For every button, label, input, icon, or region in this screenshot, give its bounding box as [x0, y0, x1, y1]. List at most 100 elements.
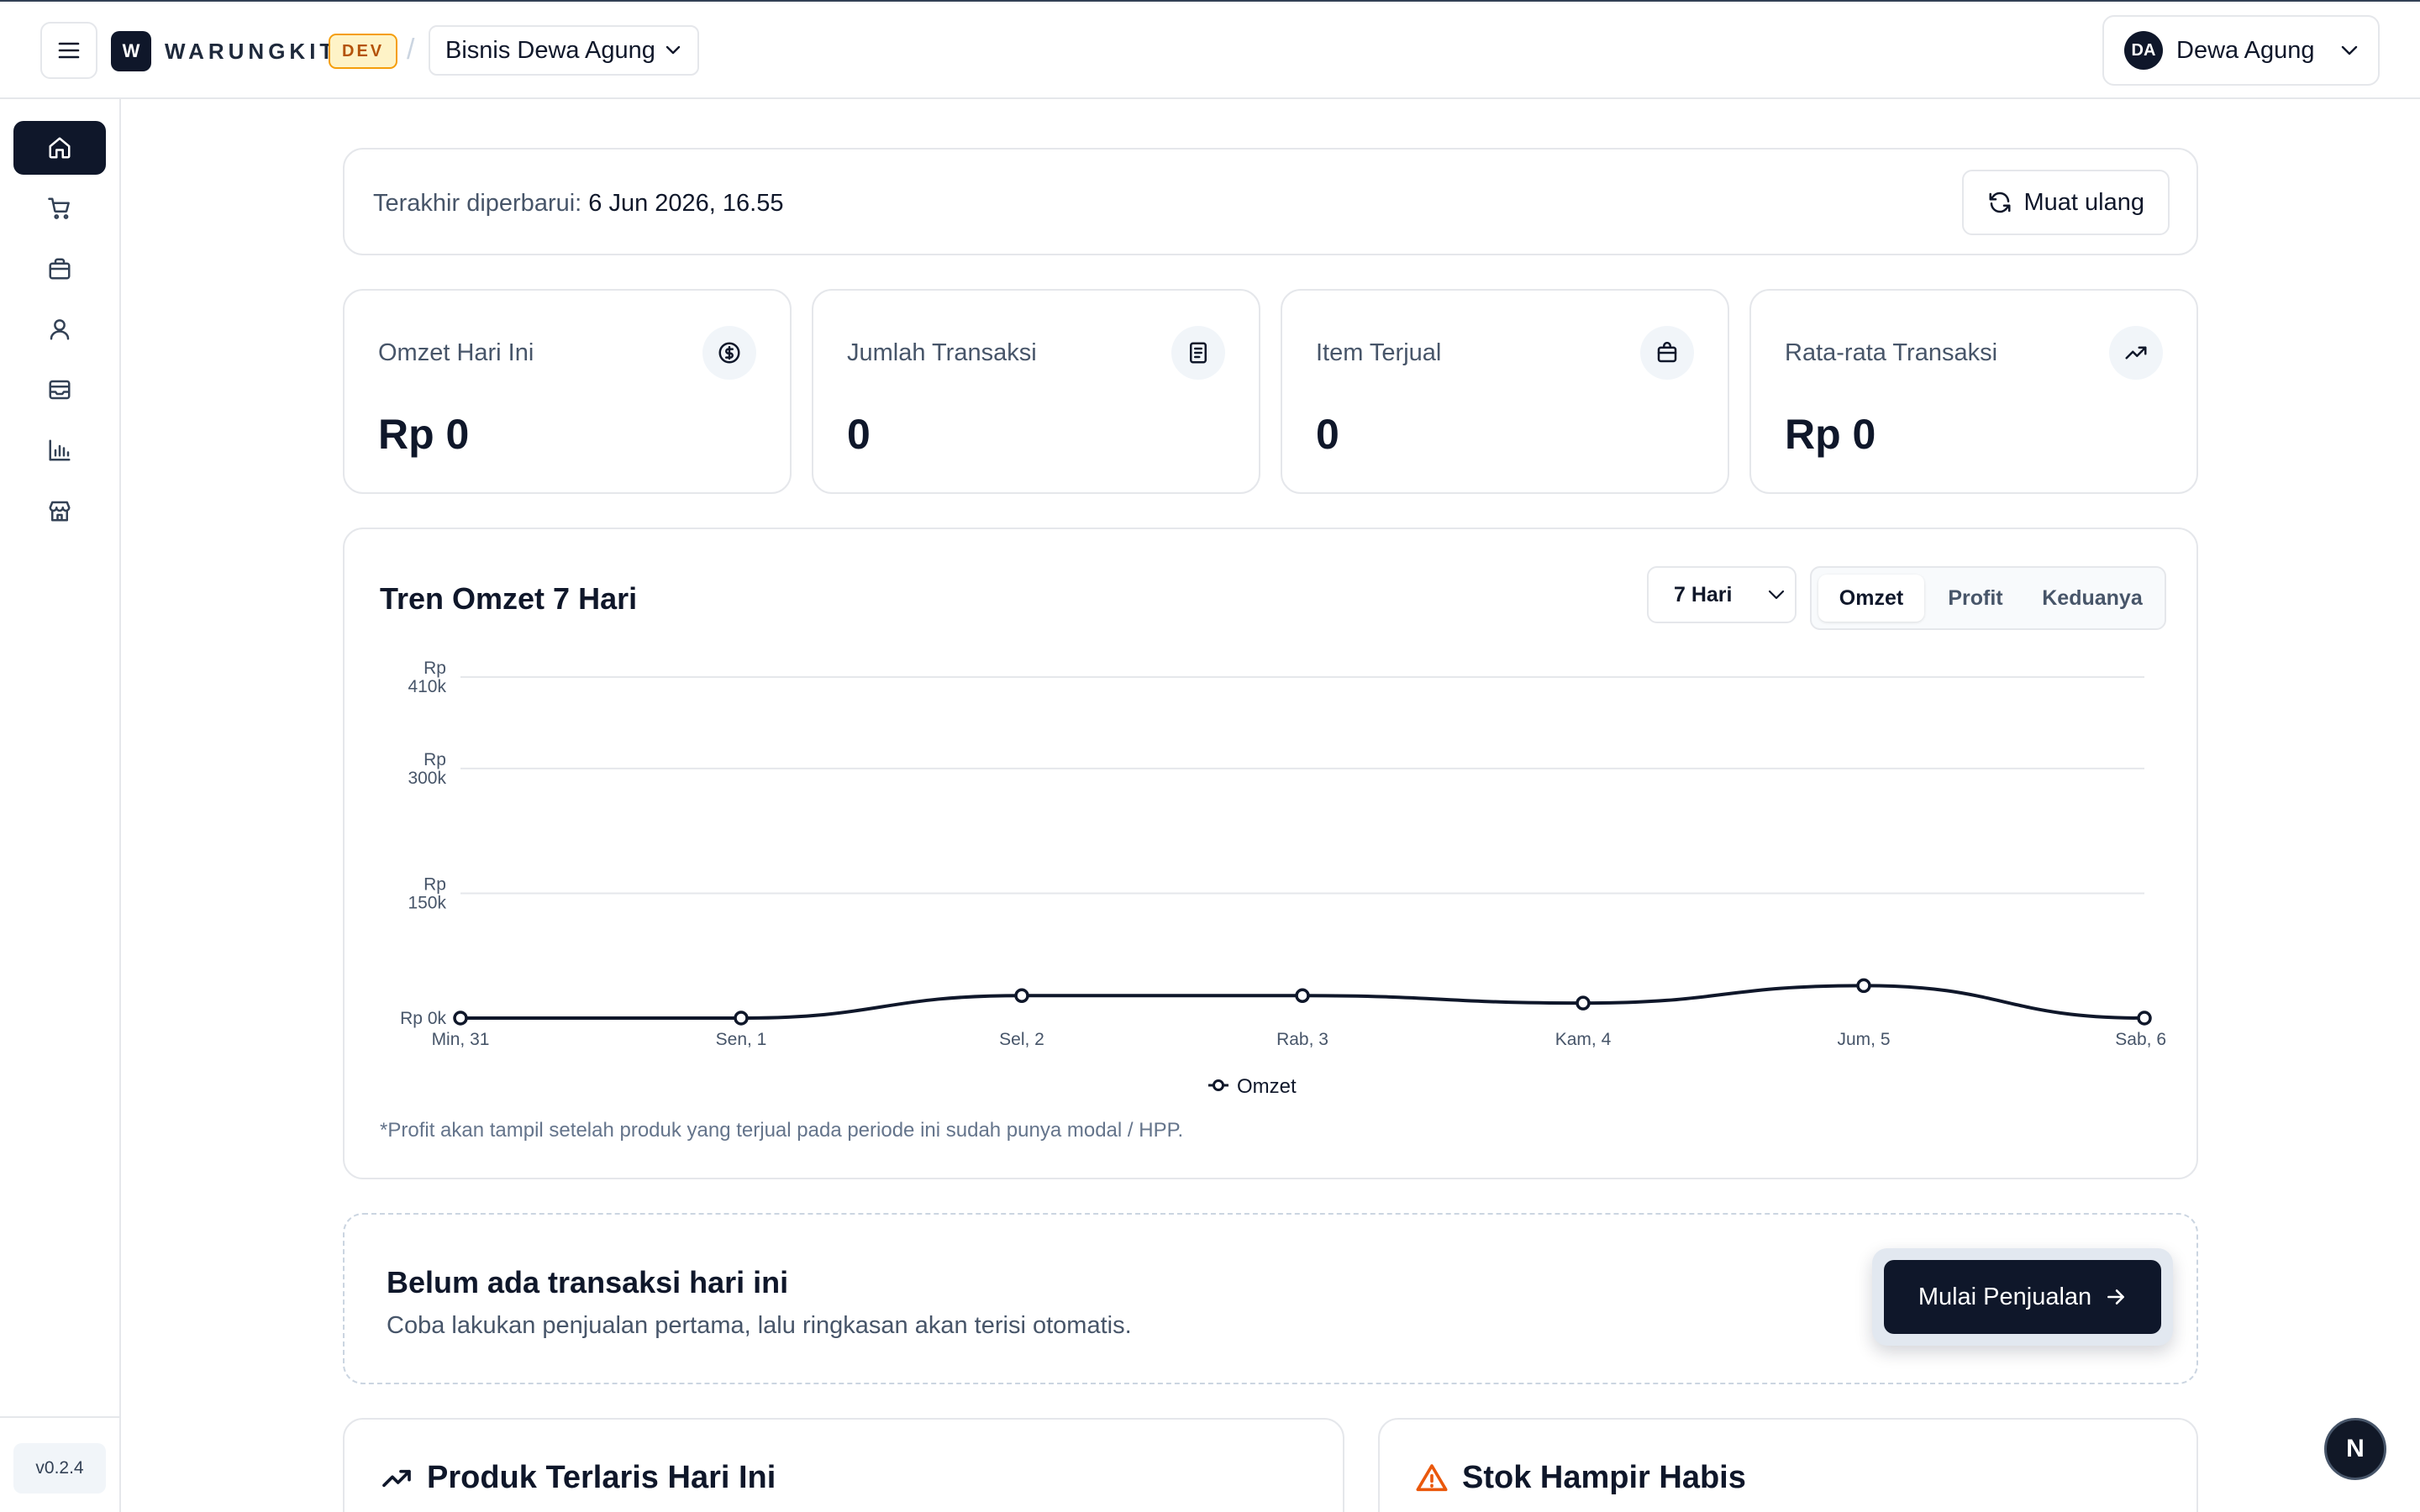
bag-icon — [1640, 326, 1694, 380]
x-tick-label: Sel, 2 — [999, 1030, 1044, 1049]
x-tick-label: Jum, 5 — [1837, 1030, 1890, 1049]
breadcrumb-separator: / — [407, 34, 415, 66]
stat-value: 0 — [847, 411, 871, 458]
metric-toggle: Omzet Profit Keduanya — [1810, 566, 2166, 630]
brand-logo[interactable]: W — [111, 31, 151, 71]
toggle-profit[interactable]: Profit — [1948, 585, 2003, 610]
top-bar: W WARUNGKIT DEV / Bisnis Dewa Agung DA D… — [0, 0, 2420, 99]
sidebar-item-inventory[interactable] — [13, 363, 106, 417]
y-tick-label: Rp 410k — [408, 659, 446, 696]
profit-note: *Profit akan tampil setelah produk yang … — [380, 1119, 1184, 1142]
legend-marker — [1213, 1079, 1224, 1091]
y-axis-ticks: Rp 0k Rp 150k Rp 300k Rp 410k — [400, 659, 446, 1028]
data-point[interactable] — [734, 1011, 749, 1026]
sidebar: v0.2.4 — [0, 99, 121, 1512]
store-icon — [49, 501, 71, 522]
chart-grid — [460, 676, 2144, 895]
stat-card-revenue: Omzet Hari Ini Rp 0 — [343, 289, 792, 494]
empty-subtitle: Coba lakukan penjualan pertama, lalu rin… — [387, 1312, 1132, 1339]
chart-legend: Omzet — [1208, 1075, 1297, 1098]
version-badge: v0.2.4 — [13, 1443, 106, 1494]
empty-title: Belum ada transaksi hari ini — [387, 1265, 789, 1299]
sidebar-item-reports[interactable] — [13, 423, 106, 477]
data-point[interactable] — [1014, 988, 1029, 1004]
low-stock-heading: Stok Hampir Habis — [1415, 1460, 1746, 1496]
start-sale-button[interactable]: Mulai Penjualan — [1884, 1260, 2161, 1334]
sidebar-item-products[interactable] — [13, 242, 106, 296]
low-stock-title: Stok Hampir Habis — [1462, 1460, 1746, 1495]
start-sale-label: Mulai Penjualan — [1918, 1283, 2092, 1310]
hamburger-icon — [58, 42, 80, 59]
low-stock-card: Stok Hampir Habis — [1378, 1418, 2198, 1512]
y-tick-label: Rp 0k — [400, 1009, 446, 1028]
box-icon — [49, 258, 71, 280]
x-tick-label: Sen, 1 — [716, 1030, 767, 1049]
stat-label: Jumlah Transaksi — [847, 339, 1037, 366]
business-selector[interactable]: Bisnis Dewa Agung — [429, 25, 699, 76]
period-select[interactable]: 7 Hari — [1647, 566, 1797, 623]
best-sellers-title: Produk Terlaris Hari Ini — [427, 1460, 776, 1495]
warning-icon — [1416, 1463, 1448, 1491]
dollar-circle-icon — [702, 326, 756, 380]
toggle-both[interactable]: Keduanya — [2042, 585, 2143, 610]
data-point[interactable] — [1576, 995, 1591, 1011]
stat-label: Rata-rata Transaksi — [1785, 339, 1998, 366]
x-tick-label: Kam, 4 — [1555, 1030, 1612, 1049]
home-icon — [49, 137, 71, 159]
y-tick-label: Rp 300k — [408, 750, 446, 788]
user-icon — [50, 319, 70, 340]
chevron-down-icon — [666, 45, 681, 55]
stat-card-transactions: Jumlah Transaksi 0 — [812, 289, 1260, 494]
stat-label: Item Terjual — [1316, 339, 1442, 366]
last-updated-value: 6 Jun 2026, 16.55 — [588, 190, 784, 217]
data-point[interactable] — [453, 1011, 468, 1026]
y-tick-label: Rp 150k — [408, 874, 446, 912]
menu-toggle-button[interactable] — [40, 22, 97, 79]
inbox-icon — [49, 380, 71, 400]
sidebar-item-cart[interactable] — [13, 181, 106, 235]
sidebar-item-store[interactable] — [13, 484, 106, 538]
sidebar-item-home[interactable] — [13, 121, 106, 175]
data-point[interactable] — [2137, 1011, 2152, 1026]
best-sellers-card: Produk Terlaris Hari Ini — [343, 1418, 1344, 1512]
reload-button[interactable]: Muat ulang — [1961, 170, 2170, 235]
empty-state-card: Belum ada transaksi hari ini Coba lakuka… — [343, 1213, 2198, 1384]
brand-name[interactable]: WARUNGKIT — [165, 39, 338, 64]
env-badge: DEV — [329, 34, 398, 69]
cart-icon — [48, 197, 70, 219]
chevron-down-icon — [1768, 590, 1785, 600]
series-points — [453, 978, 2152, 1026]
x-tick-label: Sab, 6 — [2115, 1030, 2166, 1049]
x-axis-ticks: Min, 31 Sen, 1 Sel, 2 Rab, 3 Kam, 4 Jum, 5 Sab… — [432, 1030, 2166, 1049]
revenue-trend-card: Tren Omzet 7 Hari 7 Hari Omzet Profit Ke… — [343, 528, 2198, 1179]
legend-label: Omzet — [1237, 1075, 1297, 1098]
refresh-icon — [1989, 192, 2010, 213]
stat-value: 0 — [1316, 411, 1339, 458]
x-tick-label: Rab, 3 — [1276, 1030, 1328, 1049]
trending-up-icon — [2109, 326, 2163, 380]
data-point[interactable] — [1295, 988, 1310, 1004]
sidebar-item-customers[interactable] — [13, 302, 106, 356]
toggle-omzet[interactable]: Omzet — [1818, 575, 1924, 622]
chevron-down-icon — [2341, 45, 2358, 55]
revenue-line-chart: Rp 0k Rp 150k Rp 300k Rp 410k Min, 31 Sen, 1 Sel… — [400, 659, 2166, 1098]
stat-card-average: Rata-rata Transaksi Rp 0 — [1749, 289, 2198, 494]
user-menu-button[interactable]: DA Dewa Agung — [2102, 15, 2380, 86]
dev-tools-button[interactable]: N — [2324, 1418, 2386, 1480]
chart-title: Tren Omzet 7 Hari — [380, 581, 638, 616]
stat-value: Rp 0 — [378, 411, 470, 458]
business-name: Bisnis Dewa Agung — [445, 36, 655, 64]
period-value: 7 Hari — [1674, 582, 1733, 606]
stat-label: Omzet Hari Ini — [378, 339, 534, 366]
trending-up-icon — [382, 1469, 411, 1487]
data-point[interactable] — [1856, 978, 1871, 994]
sidebar-footer: v0.2.4 — [0, 1416, 119, 1512]
x-tick-label: Min, 31 — [432, 1030, 490, 1049]
last-updated-text: Terakhir diperbarui: 6 Jun 2026, 16.55 — [373, 190, 784, 218]
stat-card-items-sold: Item Terjual 0 — [1281, 289, 1729, 494]
reload-label: Muat ulang — [2023, 188, 2145, 216]
user-name: Dewa Agung — [2176, 36, 2315, 64]
avatar: DA — [2124, 31, 2163, 70]
last-updated-card: Terakhir diperbarui: 6 Jun 2026, 16.55 M… — [343, 148, 2198, 255]
stat-value: Rp 0 — [1785, 411, 1876, 458]
